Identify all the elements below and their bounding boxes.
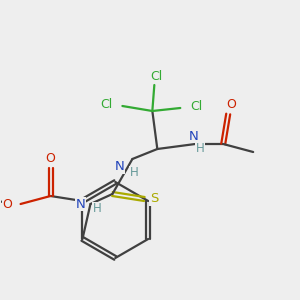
Text: Cl: Cl (100, 98, 112, 110)
Text: Cl: Cl (190, 100, 202, 112)
Text: N: N (115, 160, 124, 173)
Text: N: N (76, 197, 85, 211)
Text: O: O (226, 98, 236, 112)
Text: H: H (196, 142, 205, 155)
Text: S: S (150, 193, 158, 206)
Text: Cl: Cl (150, 70, 163, 83)
Text: O: O (3, 197, 13, 211)
Text: H: H (129, 167, 138, 179)
Text: N: N (188, 130, 198, 142)
Text: H: H (92, 202, 101, 215)
Text: O: O (46, 152, 56, 166)
